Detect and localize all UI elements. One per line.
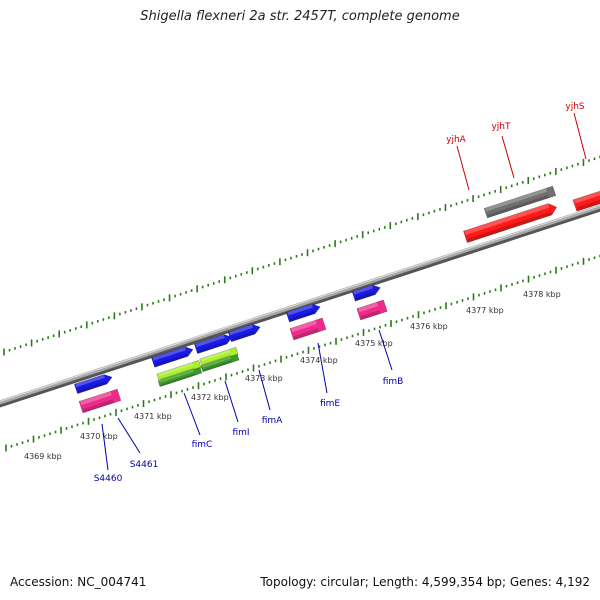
genome-stats-text: Topology: circular; Length: 4,599,354 bp… — [260, 575, 590, 589]
gene-arrow-fime-forward — [285, 303, 321, 323]
gene-label-s4461: S4461 — [130, 460, 159, 470]
genome-title: Shigella flexneri 2a str. 2457T, complet… — [140, 9, 460, 24]
gene-label-fimi: fimI — [232, 428, 249, 438]
gene-arrow-yjha-red — [463, 203, 558, 243]
gene-label-fime: fimE — [320, 399, 340, 409]
outer-tick-track — [3, 155, 600, 356]
scale-label: 4370 kbp — [80, 432, 118, 441]
gene-label-yjha: yjhA — [446, 135, 467, 145]
gene-arrow-s4460-forward — [74, 374, 113, 395]
gene-leader-line — [501, 135, 515, 179]
gene-label-yjht: yjhT — [491, 122, 511, 132]
gene-arrow-fime-reverse — [289, 317, 327, 341]
scale-label: 4374 kbp — [300, 356, 338, 365]
gene-arrow-fimi-forward — [194, 334, 233, 355]
gene-leader-line — [117, 417, 141, 454]
scale-label: 4373 kbp — [245, 374, 283, 383]
scale-label: 4376 kbp — [410, 322, 448, 331]
gene-label-fimc: fimC — [192, 440, 213, 450]
gene-leader-line — [378, 329, 393, 371]
scale-label: 4369 kbp — [24, 452, 62, 461]
gene-arrow-fimc-green — [157, 366, 203, 388]
gene-leader-line — [456, 145, 470, 191]
gene-arrow-fimb-forward — [351, 284, 381, 302]
gene-arrow-yjht-gray — [483, 185, 557, 219]
backbone-highlight — [0, 205, 600, 402]
gene-features — [74, 185, 600, 414]
inner-tick-track — [5, 254, 600, 452]
gene-leader-line — [101, 423, 109, 471]
gene-arrow-fima-forward — [227, 324, 261, 343]
gene-leader-line — [573, 112, 587, 160]
gene-label-fima: fimA — [262, 416, 283, 426]
gene-arrow-fimb-reverse — [356, 299, 388, 321]
gene-leader-line — [224, 380, 239, 423]
gene-leader-line — [258, 369, 271, 411]
gene-arrow-s4461-reverse — [78, 388, 122, 414]
backbone-line — [0, 204, 600, 405]
gene-label-fimb: fimB — [383, 377, 404, 387]
gene-label-s4460: S4460 — [94, 474, 123, 484]
genome-backbone — [0, 204, 600, 408]
gene-arrow-fimc-forward — [151, 346, 194, 368]
gene-label-yjhs: yjhS — [565, 102, 585, 112]
gene-arrow-fimi-green — [200, 353, 240, 373]
scale-label: 4378 kbp — [523, 290, 561, 299]
scale-label: 4377 kbp — [466, 306, 504, 315]
accession-text: Accession: NC_004741 — [10, 575, 147, 589]
gene-labels: S4460 S4461 fimC fimI fimA fimE fimB yjhA yjhT yj… — [94, 102, 587, 484]
gene-arrow-yjhs-red — [572, 188, 600, 212]
scale-label: 4375 kbp — [355, 339, 393, 348]
gene-leader-line — [183, 392, 201, 436]
scale-label: 4371 kbp — [134, 412, 172, 421]
gene-leader-line — [317, 342, 328, 394]
scale-labels: 4369 kbp 4370 kbp 4371 kbp 4372 kbp 4373 kbp… — [24, 290, 561, 461]
scale-label: 4372 kbp — [191, 393, 229, 402]
